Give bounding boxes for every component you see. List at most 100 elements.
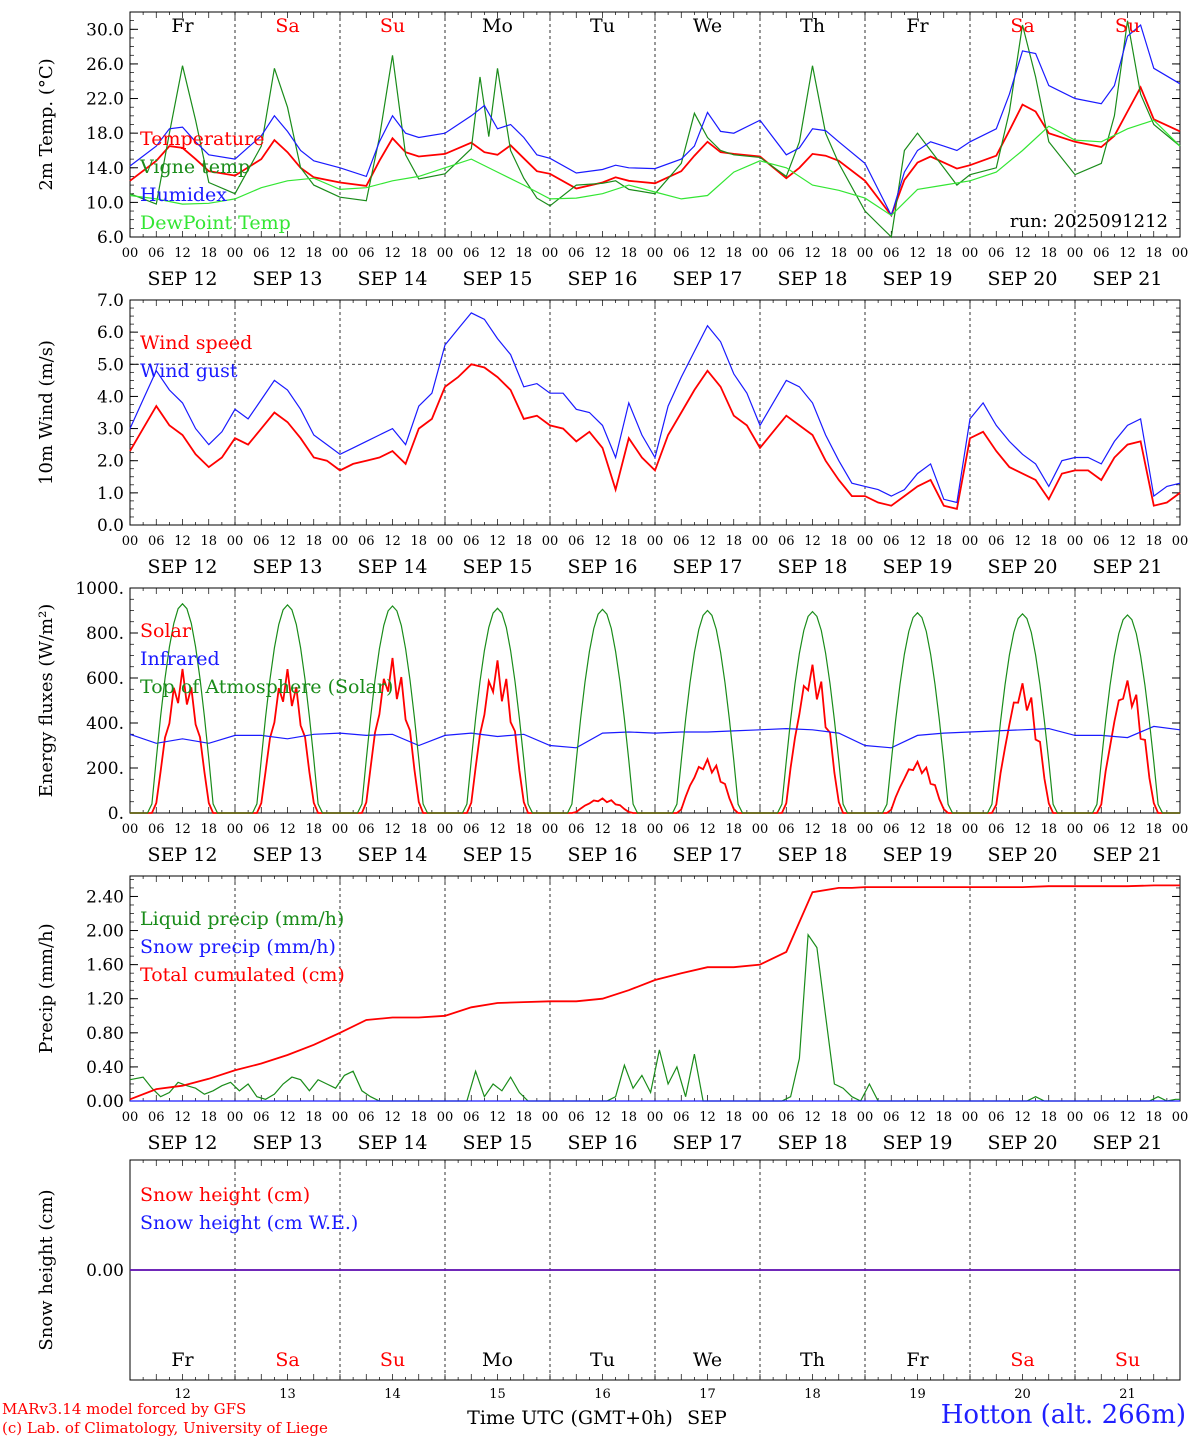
hour-tick-label: 00 (962, 822, 979, 837)
date-label: SEP 20 (988, 1132, 1058, 1154)
date-label: SEP 19 (883, 1132, 953, 1154)
date-label: SEP 15 (463, 844, 533, 866)
hour-tick-label: 00 (437, 246, 454, 261)
hour-tick-label: 06 (148, 246, 165, 261)
weekday-label: Th (800, 1349, 825, 1371)
hour-tick-label: 12 (1119, 246, 1136, 261)
date-label: SEP 20 (988, 268, 1058, 290)
hour-tick-label: 06 (148, 822, 165, 837)
y-tick-label: 600. (86, 669, 124, 689)
weekday-label: Fr (171, 15, 194, 37)
hour-tick-label: 18 (725, 246, 742, 261)
series-line-infrared (129, 725, 1181, 749)
hour-tick-label: 12 (594, 246, 611, 261)
hour-tick-label: 06 (358, 822, 375, 837)
legend-entry: Liquid precip (mm/h) (140, 908, 344, 930)
date-label: SEP 21 (1093, 1132, 1163, 1154)
hour-tick-label: 12 (804, 246, 821, 261)
date-label: SEP 15 (463, 1132, 533, 1154)
date-label: SEP 17 (673, 1132, 743, 1154)
month-label: SEP (687, 1407, 727, 1429)
hour-tick-label: 18 (620, 246, 637, 261)
hour-tick-label: 12 (594, 534, 611, 549)
hour-tick-label: 18 (620, 822, 637, 837)
hour-tick-label: 12 (1119, 822, 1136, 837)
hour-tick-label: 12 (1014, 1110, 1031, 1125)
legend-entry: Humidex (140, 184, 227, 206)
hour-tick-label: 00 (332, 534, 349, 549)
hour-tick-label: 06 (463, 1110, 480, 1125)
y-tick-label: 2.0 (97, 452, 124, 472)
hour-tick-label: 12 (1014, 246, 1031, 261)
weekday-label: Mo (482, 1349, 513, 1371)
hour-tick-label: 18 (830, 246, 847, 261)
hour-tick-label: 18 (1145, 246, 1162, 261)
hour-tick-label: 06 (883, 1110, 900, 1125)
hour-tick-label: 06 (673, 534, 690, 549)
hour-tick-label: 00 (647, 1110, 664, 1125)
hour-tick-label: 18 (1145, 534, 1162, 549)
hour-tick-label: 00 (122, 534, 139, 549)
y-axis-label: 2m Temp. (°C) (36, 58, 57, 190)
date-label: SEP 19 (883, 844, 953, 866)
hour-tick-label: 18 (935, 534, 952, 549)
hour-tick-label: 06 (988, 246, 1005, 261)
hour-tick-label: 12 (279, 822, 296, 837)
y-tick-label: 10.0 (86, 193, 124, 213)
y-tick-label: 1.0 (97, 484, 124, 504)
hour-tick-label: 00 (1067, 534, 1084, 549)
date-label: SEP 18 (778, 1132, 848, 1154)
y-tick-label: 4.0 (97, 387, 124, 407)
legend-entry: DewPoint Temp (140, 212, 291, 234)
panel-temp: 6.0 10.0 14.0 18.0 22.0 26.0 30.0 2m Temp. (°C)… (36, 11, 1188, 290)
y-tick-label: 0.0 (97, 516, 124, 536)
hour-tick-label: 12 (1014, 822, 1031, 837)
location-title: Hotton (alt. 266m) (940, 1400, 1186, 1430)
hour-tick-label: 00 (752, 822, 769, 837)
date-label: SEP 17 (673, 844, 743, 866)
hour-tick-label: 06 (1093, 246, 1110, 261)
hour-tick-label: 00 (752, 1110, 769, 1125)
hour-tick-label: 18 (200, 822, 217, 837)
hour-tick-label: 00 (1172, 534, 1189, 549)
hour-tick-label: 12 (909, 1110, 926, 1125)
hour-tick-label: 06 (358, 246, 375, 261)
y-tick-label: 0.40 (86, 1058, 124, 1078)
hour-tick-label: 12 (489, 246, 506, 261)
hour-tick-label: 12 (1119, 1110, 1136, 1125)
date-number: 18 (804, 1387, 821, 1402)
hour-tick-label: 12 (279, 246, 296, 261)
date-label: SEP 14 (358, 1132, 428, 1154)
hour-tick-label: 06 (568, 1110, 585, 1125)
hour-tick-label: 18 (725, 1110, 742, 1125)
y-tick-label: 3.0 (97, 420, 124, 440)
date-label: SEP 14 (358, 268, 428, 290)
legend-entry: Wind gust (140, 360, 238, 382)
hour-tick-label: 06 (358, 1110, 375, 1125)
hour-tick-label: 00 (752, 246, 769, 261)
date-label: SEP 13 (253, 1132, 323, 1154)
hour-tick-label: 18 (410, 246, 427, 261)
date-label: SEP 12 (148, 268, 218, 290)
hour-tick-label: 00 (647, 246, 664, 261)
series-line-humidex (129, 23, 1181, 218)
hour-tick-label: 12 (909, 534, 926, 549)
legend-entry: Wind speed (140, 332, 252, 354)
date-label: SEP 21 (1093, 556, 1163, 578)
hour-tick-label: 12 (489, 822, 506, 837)
date-label: SEP 17 (673, 268, 743, 290)
legend-entry: Snow height (cm) (140, 1184, 310, 1206)
hour-tick-label: 00 (647, 822, 664, 837)
series-line-top-of-atmosphere-solar- (130, 602, 1180, 814)
hour-tick-label: 12 (1119, 534, 1136, 549)
hour-tick-label: 06 (1093, 822, 1110, 837)
y-tick-label: 18.0 (86, 124, 124, 144)
hour-tick-label: 18 (1145, 1110, 1162, 1125)
hour-tick-label: 00 (542, 246, 559, 261)
date-label: SEP 17 (673, 556, 743, 578)
time-axis-label: Time UTC (GMT+0h) (467, 1407, 673, 1429)
plot-frame (129, 587, 1181, 814)
y-axis-label: Energy fluxes (W/m²) (36, 604, 57, 798)
hour-tick-label: 00 (122, 246, 139, 261)
hour-tick-label: 06 (463, 246, 480, 261)
